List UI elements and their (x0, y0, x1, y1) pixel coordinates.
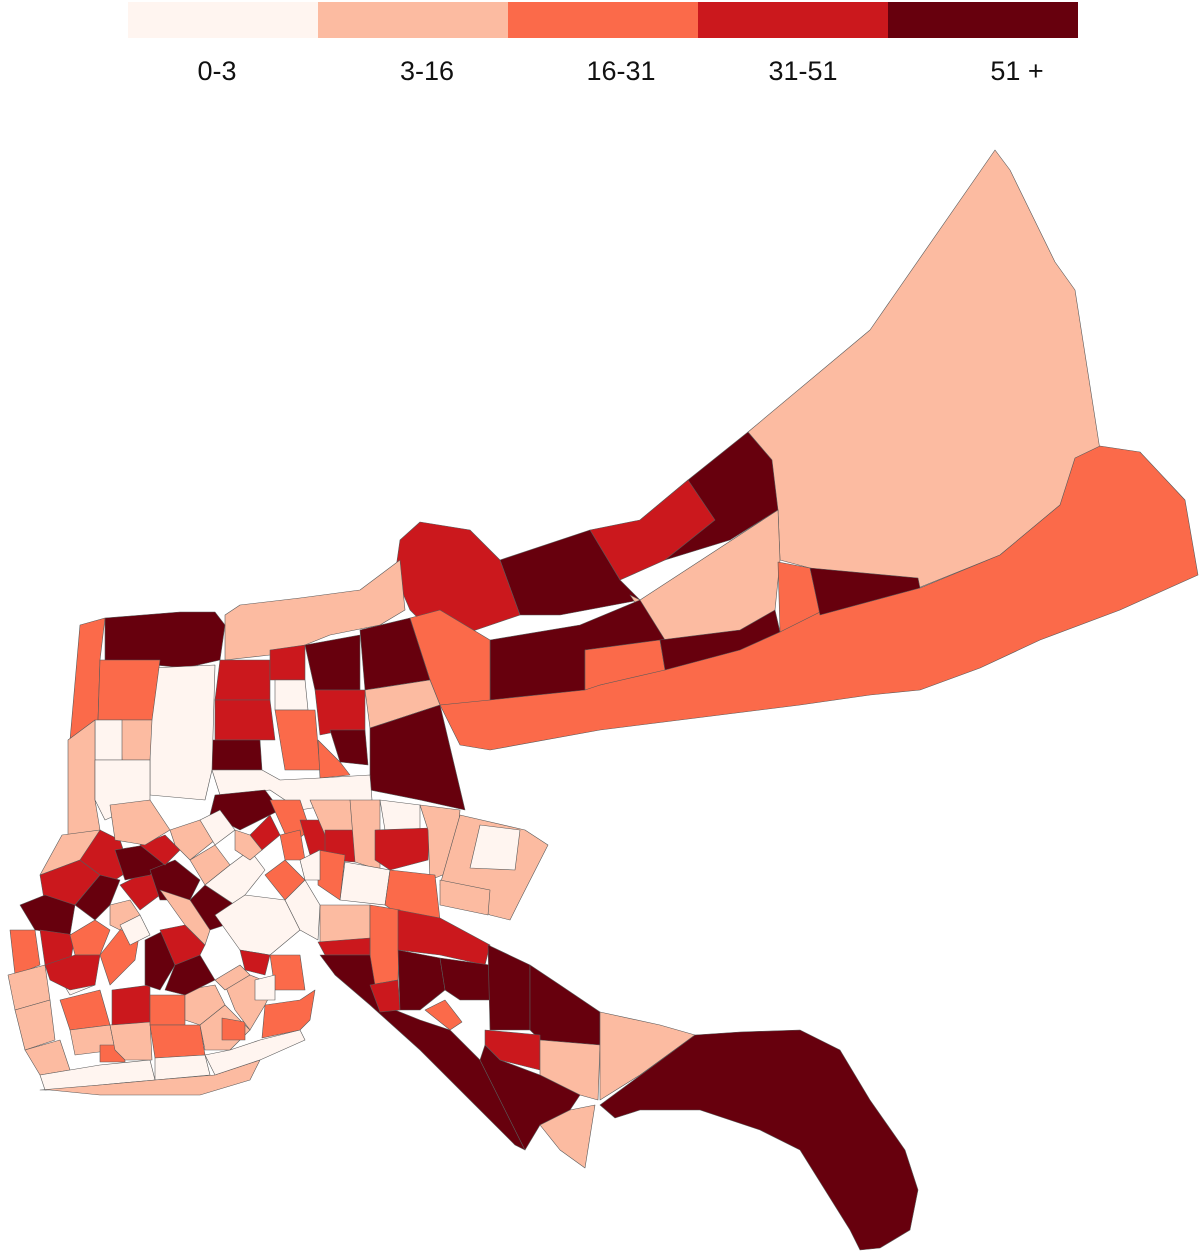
tract-mid-5 (809, 567, 921, 616)
tract-nw-18 (119, 719, 153, 761)
legend-label-31-51: 31-51 (768, 56, 838, 86)
tract-r-18 (169, 819, 216, 861)
tract-lower-6 (487, 944, 531, 1031)
tract-lower-3 (397, 949, 446, 1011)
legend-label-3-16: 3-16 (399, 56, 455, 86)
tract-c-13 (339, 861, 391, 906)
legend-swatch-31-51 (698, 2, 888, 38)
tract-nw-14 (317, 739, 351, 779)
tract-nw-19 (94, 719, 123, 761)
tract-r-24 (214, 964, 251, 991)
tract-r-10 (164, 954, 216, 996)
tract-lower-8 (484, 1029, 541, 1071)
tract-nw-10 (274, 709, 321, 771)
legend-swatch-16-31 (508, 2, 698, 38)
tract-w-17 (149, 1024, 206, 1059)
legend-label-16-31: 16-31 (586, 56, 656, 86)
tract-c-7 (379, 799, 421, 831)
legend-swatch-0-3 (128, 2, 318, 38)
tract-w-3 (19, 894, 76, 936)
tract-nw-12 (209, 739, 263, 771)
legend-label-0-3: 0-3 (197, 56, 237, 86)
tract-nw-17 (97, 659, 161, 721)
tract-lower-4 (439, 957, 493, 1001)
tract-lower-5 (424, 999, 463, 1031)
tract-nw-11 (214, 699, 276, 741)
tract-w-21 (221, 1017, 246, 1041)
tract-r-2 (74, 874, 121, 921)
tract-lower-7 (529, 964, 601, 1046)
tract-nw-1 (104, 611, 226, 669)
tract-w-15 (111, 984, 151, 1026)
tract-nw-8 (314, 689, 366, 736)
tract-w-25 (261, 989, 316, 1039)
tract-r-23 (239, 949, 271, 976)
tract-r-28 (234, 829, 263, 861)
tract-w-8 (14, 999, 56, 1051)
tract-c-12 (439, 879, 491, 916)
tract-r-13 (149, 859, 201, 901)
tract-c-15 (317, 849, 346, 901)
tract-mid-2 (584, 639, 666, 691)
tract-r-7 (119, 914, 151, 946)
tract-nw-9 (274, 679, 309, 711)
tract-w-23 (39, 1059, 261, 1096)
legend-swatch-51-plus (888, 2, 1078, 38)
tract-r-30 (299, 849, 321, 881)
tract-c-16 (319, 904, 371, 943)
tract-nw-2 (214, 659, 271, 701)
tract-w-18 (154, 1054, 211, 1081)
tract-w-27 (254, 974, 276, 1001)
tract-c-11 (469, 824, 521, 871)
tract-nw-13 (329, 729, 369, 766)
legend-swatch-3-16 (318, 2, 508, 38)
tract-w-4 (9, 929, 41, 976)
tract-nw-15 (149, 664, 216, 801)
legend: 0-3 3-16 16-31 31-51 51 + (0, 0, 1200, 110)
tract-nw-4 (304, 634, 361, 691)
tract-lower-9 (539, 1039, 601, 1101)
tract-nw-3 (269, 644, 306, 681)
tract-c-8 (374, 827, 431, 871)
tract-r-15 (109, 799, 171, 846)
tract-w-16 (149, 994, 186, 1026)
tract-w-9 (59, 989, 111, 1031)
tract-r-3 (69, 919, 111, 956)
tract-east-bank-large (599, 1029, 919, 1251)
tract-lower-11 (539, 1104, 596, 1169)
tract-nw-20 (67, 719, 101, 836)
tract-c-17 (369, 904, 401, 986)
tract-r-4 (44, 954, 101, 991)
tract-r-26 (284, 879, 321, 941)
legend-label-51-plus: 51 + (990, 56, 1044, 86)
